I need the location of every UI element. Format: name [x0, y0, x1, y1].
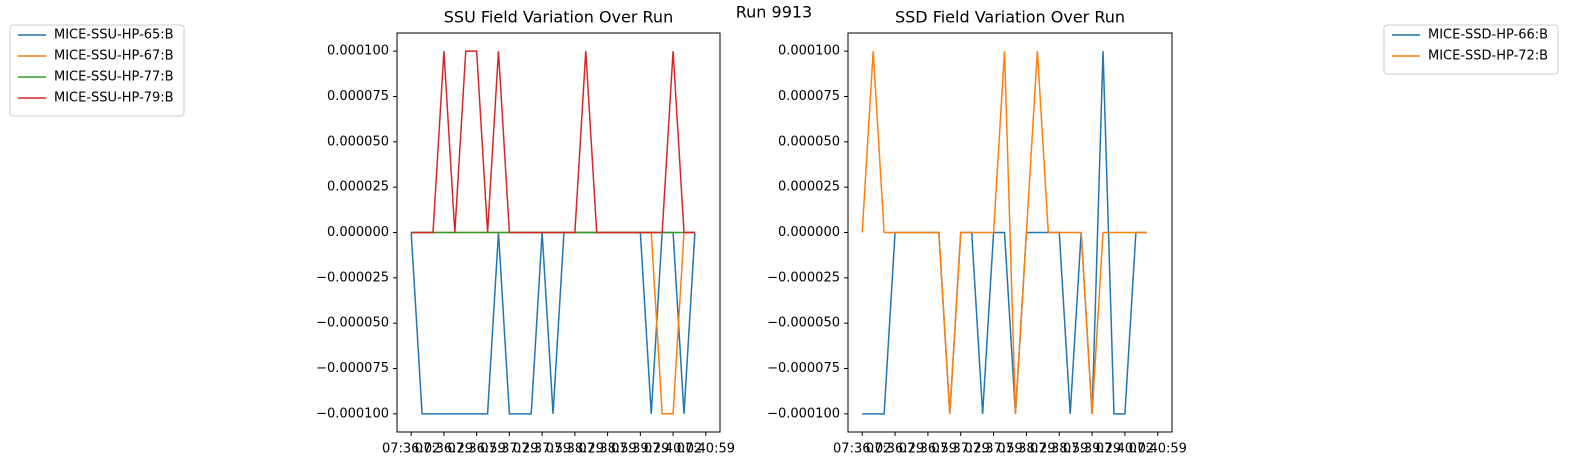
y-tick-label: 0.000050 [778, 134, 840, 149]
x-tick-label: 07:39:29 [1063, 442, 1121, 457]
axes-frame [396, 32, 721, 433]
x-tick-label: 07:37:29 [480, 442, 538, 457]
y-tick-label: −0.000025 [316, 270, 389, 285]
x-tick-label: 07:39:29 [611, 442, 669, 457]
series-line [861, 51, 1147, 414]
y-tick-label: −0.000100 [316, 406, 389, 421]
x-tick-label: 07:38:59 [1030, 442, 1088, 457]
y-tick-label: 0.000100 [327, 44, 389, 59]
x-tick-label: 07:36:59 [899, 442, 957, 457]
y-tick-label: −0.000050 [767, 316, 840, 331]
figure-title: Run 9913 [736, 3, 812, 22]
x-tick-label: 07:40:02 [644, 442, 702, 457]
legend-label: MICE-SSU-HP-67:B [54, 49, 174, 64]
y-tick-label: 0.000075 [778, 89, 840, 104]
y-tick-label: 0.000050 [327, 134, 389, 149]
legend-box [9, 24, 185, 117]
x-tick-label: 07:37:59 [964, 442, 1022, 457]
chart-title: SSD Field Variation Over Run [895, 8, 1125, 27]
x-tick-label: 07:37:59 [513, 442, 571, 457]
x-tick-label: 07:36:59 [447, 442, 505, 457]
legend-label: MICE-SSD-HP-66:B [1428, 28, 1548, 43]
x-tick-label: 07:37:29 [932, 442, 990, 457]
chart-title: SSU Field Variation Over Run [444, 8, 673, 27]
y-tick-label: 0.000075 [327, 89, 389, 104]
x-tick-label: 07:36:29 [866, 442, 924, 457]
x-tick-label: 07:38:29 [997, 442, 1055, 457]
y-tick-label: 0.000025 [778, 180, 840, 195]
series-line [411, 50, 695, 234]
y-tick-label: −0.000025 [767, 270, 840, 285]
y-tick-label: −0.000050 [316, 316, 389, 331]
x-tick-label: 07:40:59 [1129, 442, 1187, 457]
y-tick-label: −0.000075 [316, 361, 389, 376]
y-tick-label: 0.000000 [778, 225, 840, 240]
x-tick-label: 07:36:02 [833, 442, 891, 457]
axes-frame [847, 32, 1173, 433]
y-tick-label: 0.000025 [327, 180, 389, 195]
y-tick-label: 0.000000 [327, 225, 389, 240]
x-tick-label: 07:40:02 [1096, 442, 1154, 457]
x-tick-label: 07:40:59 [677, 442, 735, 457]
y-tick-label: 0.000100 [778, 44, 840, 59]
x-tick-label: 07:36:29 [415, 442, 473, 457]
legend-label: MICE-SSU-HP-77:B [54, 70, 174, 85]
legend-label: MICE-SSU-HP-65:B [54, 28, 174, 43]
y-tick-label: −0.000075 [767, 361, 840, 376]
x-tick-label: 07:38:29 [546, 442, 604, 457]
x-tick-label: 07:38:59 [578, 442, 636, 457]
legend-label: MICE-SSD-HP-72:B [1428, 49, 1548, 64]
x-tick-label: 07:36:02 [382, 442, 440, 457]
y-tick-label: −0.000100 [767, 406, 840, 421]
legend-box [1383, 24, 1559, 75]
series-line [410, 231, 696, 415]
legend-label: MICE-SSU-HP-79:B [54, 91, 174, 106]
